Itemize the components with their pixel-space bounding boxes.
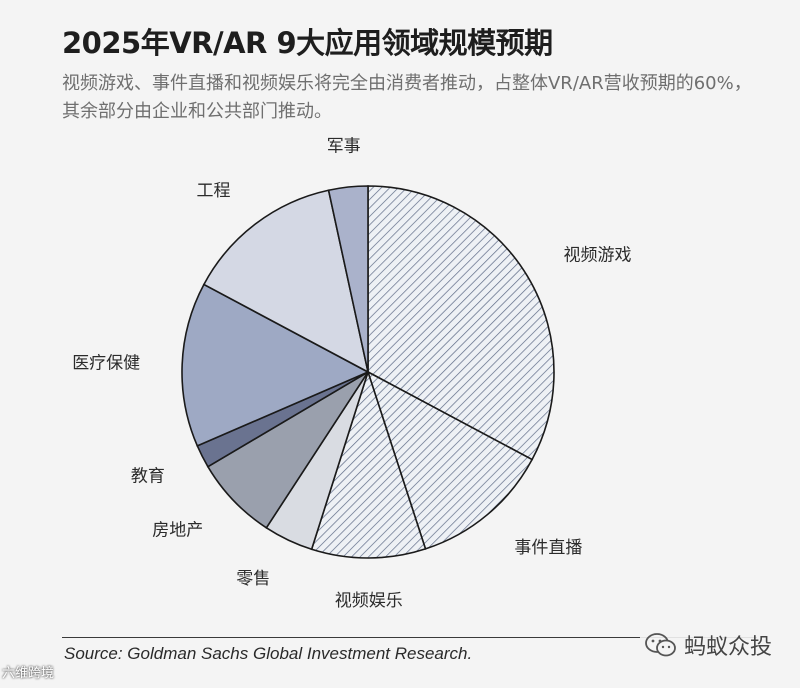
chart-subtitle: 视频游戏、事件直播和视频娱乐将完全由消费者推动，占整体VR/AR营收预期的60%…	[62, 73, 752, 122]
wechat-watermark: 蚂蚁众投	[640, 627, 777, 663]
pie-label-4: 房地产	[152, 521, 203, 541]
pie-label-3: 零售	[236, 569, 270, 589]
pie-label-6: 医疗保健	[72, 354, 140, 374]
corner-watermark: 六维跨境	[2, 666, 55, 681]
pie-label-7: 工程	[197, 181, 231, 201]
pie-slice-6	[181, 283, 370, 447]
wechat-icon	[644, 632, 678, 658]
pie-slice-1	[366, 370, 534, 550]
pie-label-2: 视频娱乐	[335, 591, 403, 611]
pie-label-1: 事件直播	[514, 538, 582, 558]
pie-label-0: 视频游戏	[564, 246, 632, 266]
chart-title: 2025年VR/AR 9大应用领域规模预期	[62, 26, 553, 60]
footer-divider	[62, 637, 757, 638]
pie-label-8: 军事	[327, 136, 361, 156]
pie-slice-7	[202, 189, 370, 374]
wechat-account-name: 蚂蚁众投	[684, 635, 773, 660]
source-note: Source: Goldman Sachs Global Investment …	[64, 644, 473, 663]
pie-slice-2	[310, 369, 427, 559]
pie-slice-8	[327, 185, 369, 373]
pie-label-5: 教育	[131, 467, 165, 487]
pie-slices	[181, 185, 555, 559]
pie-slice-0	[367, 185, 555, 461]
